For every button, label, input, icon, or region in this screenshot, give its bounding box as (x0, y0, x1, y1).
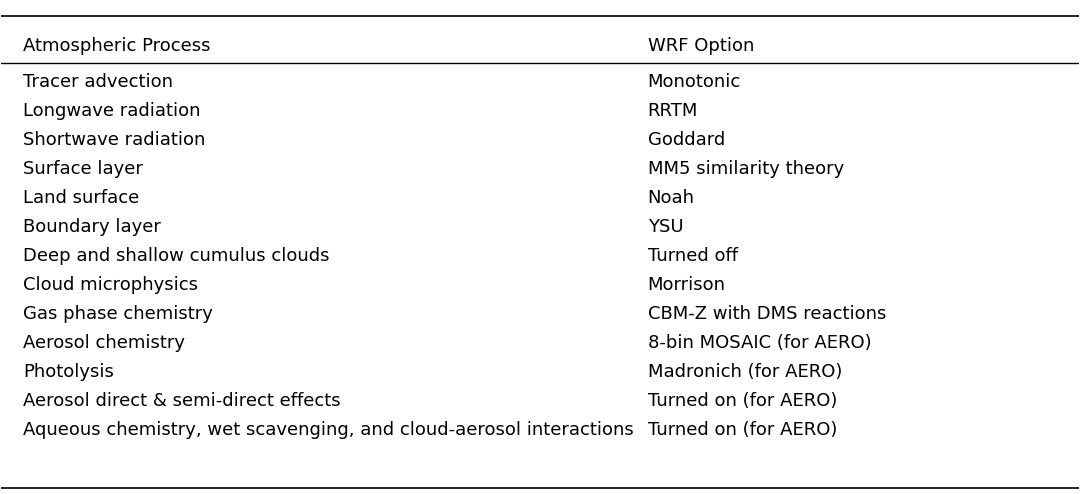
Text: Deep and shallow cumulus clouds: Deep and shallow cumulus clouds (23, 247, 329, 265)
Text: Atmospheric Process: Atmospheric Process (23, 37, 211, 55)
Text: Gas phase chemistry: Gas phase chemistry (23, 305, 213, 323)
Text: Surface layer: Surface layer (23, 161, 143, 178)
Text: YSU: YSU (648, 218, 684, 236)
Text: 8-bin MOSAIC (for AERO): 8-bin MOSAIC (for AERO) (648, 334, 872, 352)
Text: Land surface: Land surface (23, 189, 139, 207)
Text: Madronich (for AERO): Madronich (for AERO) (648, 363, 842, 381)
Text: Goddard: Goddard (648, 131, 725, 149)
Text: Monotonic: Monotonic (648, 74, 741, 91)
Text: Morrison: Morrison (648, 276, 726, 294)
Text: Turned off: Turned off (648, 247, 738, 265)
Text: Aerosol chemistry: Aerosol chemistry (23, 334, 185, 352)
Text: WRF Option: WRF Option (648, 37, 754, 55)
Text: Shortwave radiation: Shortwave radiation (23, 131, 205, 149)
Text: Cloud microphysics: Cloud microphysics (23, 276, 198, 294)
Text: Noah: Noah (648, 189, 694, 207)
Text: Turned on (for AERO): Turned on (for AERO) (648, 421, 837, 439)
Text: Aqueous chemistry, wet scavenging, and cloud-aerosol interactions: Aqueous chemistry, wet scavenging, and c… (23, 421, 634, 439)
Text: MM5 similarity theory: MM5 similarity theory (648, 161, 843, 178)
Text: RRTM: RRTM (648, 102, 698, 121)
Text: Aerosol direct & semi-direct effects: Aerosol direct & semi-direct effects (23, 392, 340, 410)
Text: CBM-Z with DMS reactions: CBM-Z with DMS reactions (648, 305, 886, 323)
Text: Longwave radiation: Longwave radiation (23, 102, 201, 121)
Text: Boundary layer: Boundary layer (23, 218, 161, 236)
Text: Photolysis: Photolysis (23, 363, 113, 381)
Text: Tracer advection: Tracer advection (23, 74, 173, 91)
Text: Turned on (for AERO): Turned on (for AERO) (648, 392, 837, 410)
